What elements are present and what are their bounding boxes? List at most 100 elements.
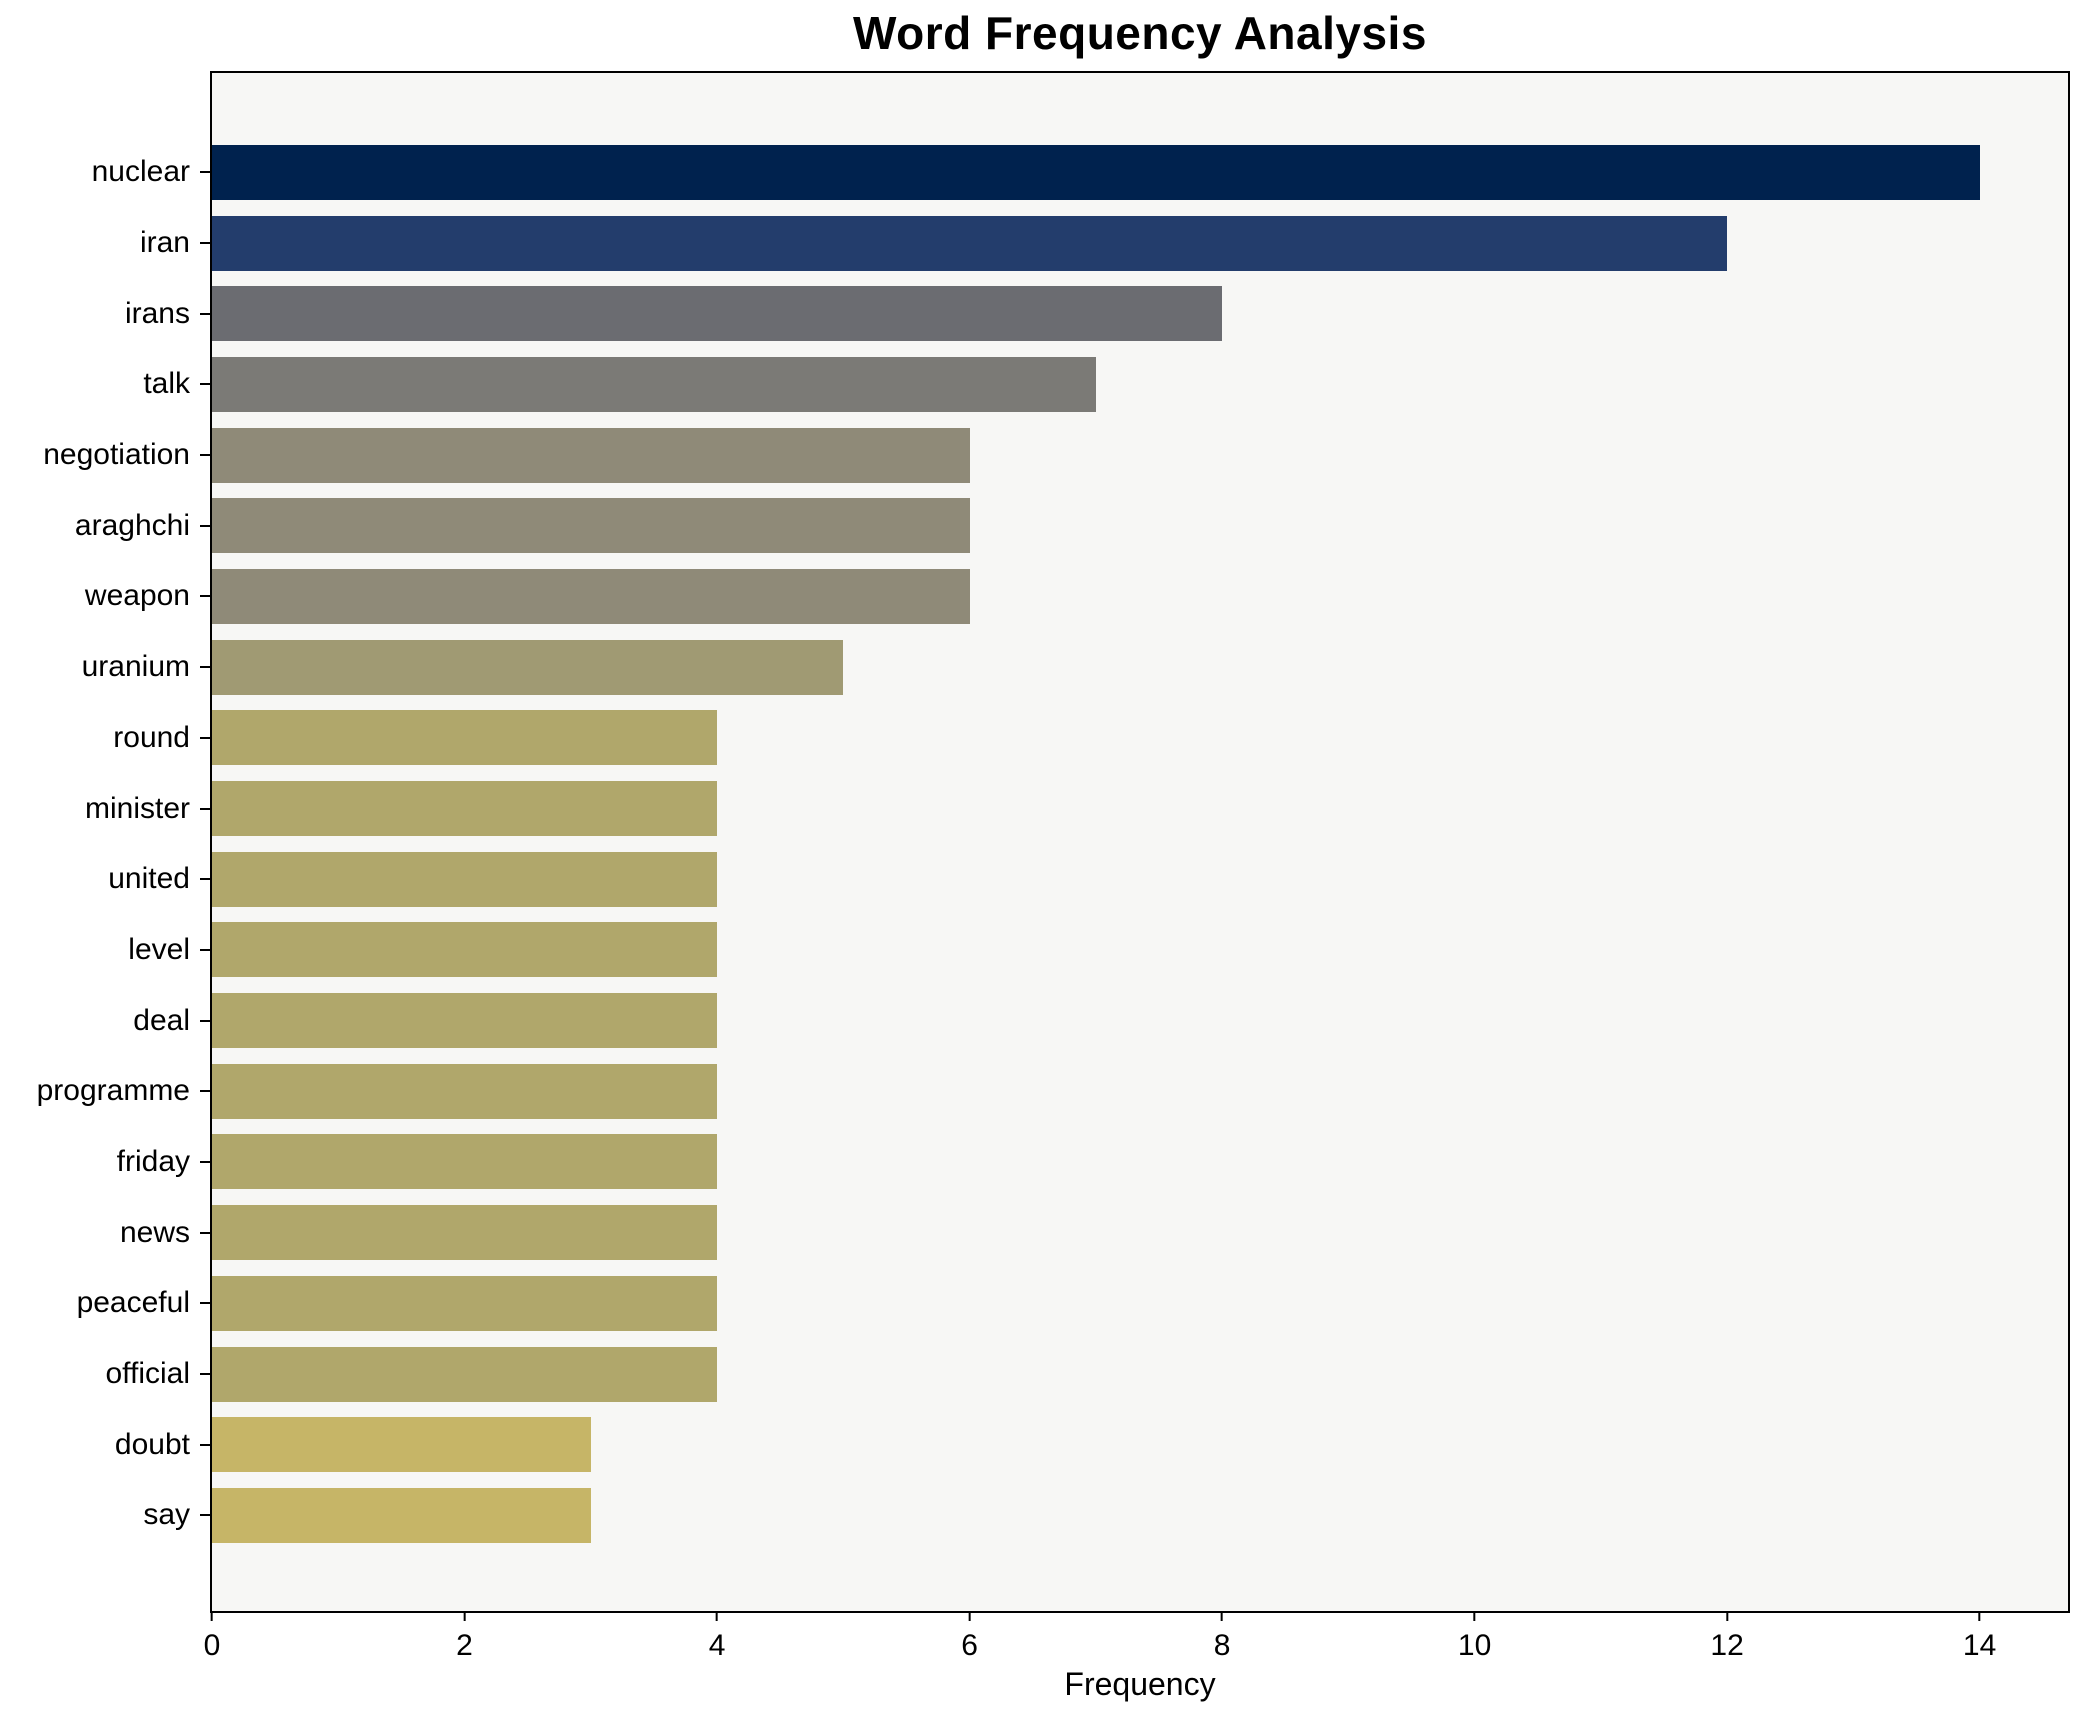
x-tick-mark bbox=[968, 1611, 971, 1621]
bar bbox=[212, 639, 844, 695]
x-tick-label: 10 bbox=[1457, 1629, 1492, 1662]
y-tick-mark bbox=[200, 1443, 210, 1446]
y-tick-mark bbox=[200, 1019, 210, 1022]
x-tick-mark bbox=[463, 1611, 466, 1621]
y-axis-label: official bbox=[105, 1357, 191, 1391]
x-tick-label: 14 bbox=[1962, 1629, 1997, 1662]
bar bbox=[212, 1346, 718, 1402]
bar-row: negotiation bbox=[43, 420, 2068, 491]
bar bbox=[212, 1063, 718, 1119]
x-tick-mark bbox=[1221, 1611, 1224, 1621]
bar-row: iran bbox=[140, 208, 2068, 279]
bar-row: united bbox=[108, 844, 2068, 915]
bar bbox=[212, 215, 1728, 271]
bar-row: level bbox=[128, 915, 2068, 986]
y-axis-label: weapon bbox=[84, 579, 190, 613]
x-tick: 14 bbox=[1963, 1611, 1996, 1663]
bar bbox=[212, 286, 1223, 342]
bar bbox=[212, 993, 718, 1049]
bar bbox=[212, 922, 718, 978]
y-axis-label: deal bbox=[133, 1003, 190, 1037]
y-axis-label: doubt bbox=[114, 1427, 190, 1461]
y-tick-mark bbox=[200, 878, 210, 881]
x-axis: 0 2 4 6 8 10 12 14 bbox=[204, 1611, 2068, 1711]
x-tick: 2 bbox=[456, 1611, 473, 1663]
bar-row: friday bbox=[117, 1127, 2068, 1198]
bar-row: say bbox=[143, 1480, 2068, 1551]
x-tick-mark bbox=[211, 1611, 213, 1621]
bar bbox=[212, 144, 1980, 200]
y-tick-mark bbox=[200, 312, 210, 315]
x-tick: 4 bbox=[708, 1611, 726, 1663]
bar-row: deal bbox=[133, 985, 2068, 1056]
y-tick-mark bbox=[200, 454, 210, 457]
bar-row: doubt bbox=[115, 1409, 2068, 1480]
bar-row: talk bbox=[143, 349, 2068, 420]
y-axis-label: peaceful bbox=[76, 1286, 190, 1320]
x-tick: 0 bbox=[203, 1611, 221, 1663]
y-axis-label: friday bbox=[116, 1144, 190, 1178]
bars-container: nuclear iran irans talk negotiation araghchi w… bbox=[37, 73, 2068, 1611]
bar bbox=[212, 498, 970, 554]
bar-row: weapon bbox=[85, 561, 2068, 632]
x-tick-label: 6 bbox=[961, 1629, 978, 1662]
x-tick-mark bbox=[1978, 1611, 1981, 1621]
bar-row: araghchi bbox=[75, 490, 2068, 561]
y-tick-mark bbox=[200, 807, 210, 810]
y-tick-mark bbox=[200, 171, 210, 174]
bar bbox=[212, 781, 718, 837]
y-axis-label: irans bbox=[124, 296, 190, 330]
x-tick-label: 4 bbox=[708, 1629, 726, 1662]
bar-row: uranium bbox=[82, 632, 2068, 703]
y-tick-mark bbox=[200, 1302, 210, 1305]
y-axis-label: say bbox=[143, 1498, 190, 1532]
y-tick-mark bbox=[200, 1231, 210, 1234]
y-axis-label: round bbox=[113, 720, 190, 754]
x-tick: 6 bbox=[961, 1611, 978, 1663]
x-tick: 12 bbox=[1710, 1611, 1744, 1663]
bar bbox=[212, 851, 718, 907]
y-axis-label: news bbox=[119, 1215, 190, 1249]
bar bbox=[212, 1417, 591, 1473]
x-tick-mark bbox=[716, 1611, 719, 1621]
y-axis-label: talk bbox=[143, 367, 190, 401]
x-tick-mark bbox=[1473, 1611, 1476, 1621]
bar bbox=[212, 427, 970, 483]
chart-title: Word Frequency Analysis bbox=[853, 7, 1427, 59]
y-tick-mark bbox=[200, 1160, 210, 1163]
y-tick-mark bbox=[200, 524, 210, 527]
y-axis-label: level bbox=[128, 932, 190, 966]
x-tick-label: 12 bbox=[1710, 1629, 1744, 1662]
bar bbox=[212, 1275, 718, 1331]
x-tick-label: 8 bbox=[1213, 1629, 1231, 1662]
y-tick-mark bbox=[200, 736, 210, 739]
bar-row: peaceful bbox=[77, 1268, 2068, 1339]
bar bbox=[212, 1134, 718, 1190]
x-tick: 10 bbox=[1458, 1611, 1491, 1663]
bar bbox=[212, 710, 718, 766]
y-tick-mark bbox=[200, 666, 210, 669]
bar-row: programme bbox=[37, 1056, 2068, 1127]
y-axis-label: united bbox=[108, 862, 190, 896]
bar-row: minister bbox=[85, 773, 2068, 844]
y-axis-label: negotiation bbox=[43, 438, 190, 472]
x-tick-label: 0 bbox=[203, 1629, 221, 1662]
y-tick-mark bbox=[200, 595, 210, 598]
bar-row: news bbox=[120, 1197, 2068, 1268]
y-axis-label: minister bbox=[84, 791, 190, 825]
x-axis-label: Frequency bbox=[1064, 1666, 1216, 1702]
bar bbox=[212, 1205, 718, 1261]
y-tick-mark bbox=[200, 948, 210, 951]
y-tick-mark bbox=[200, 1514, 210, 1517]
bar-row: irans bbox=[125, 278, 2068, 349]
y-tick-mark bbox=[200, 1373, 210, 1376]
bar bbox=[212, 356, 1096, 412]
y-axis-label: programme bbox=[36, 1074, 190, 1108]
y-axis-label: iran bbox=[139, 226, 190, 260]
bar bbox=[212, 568, 970, 624]
bar-row: nuclear bbox=[92, 137, 2068, 208]
y-tick-mark bbox=[200, 242, 210, 245]
bar bbox=[212, 1487, 591, 1543]
x-tick-mark bbox=[1726, 1611, 1729, 1621]
